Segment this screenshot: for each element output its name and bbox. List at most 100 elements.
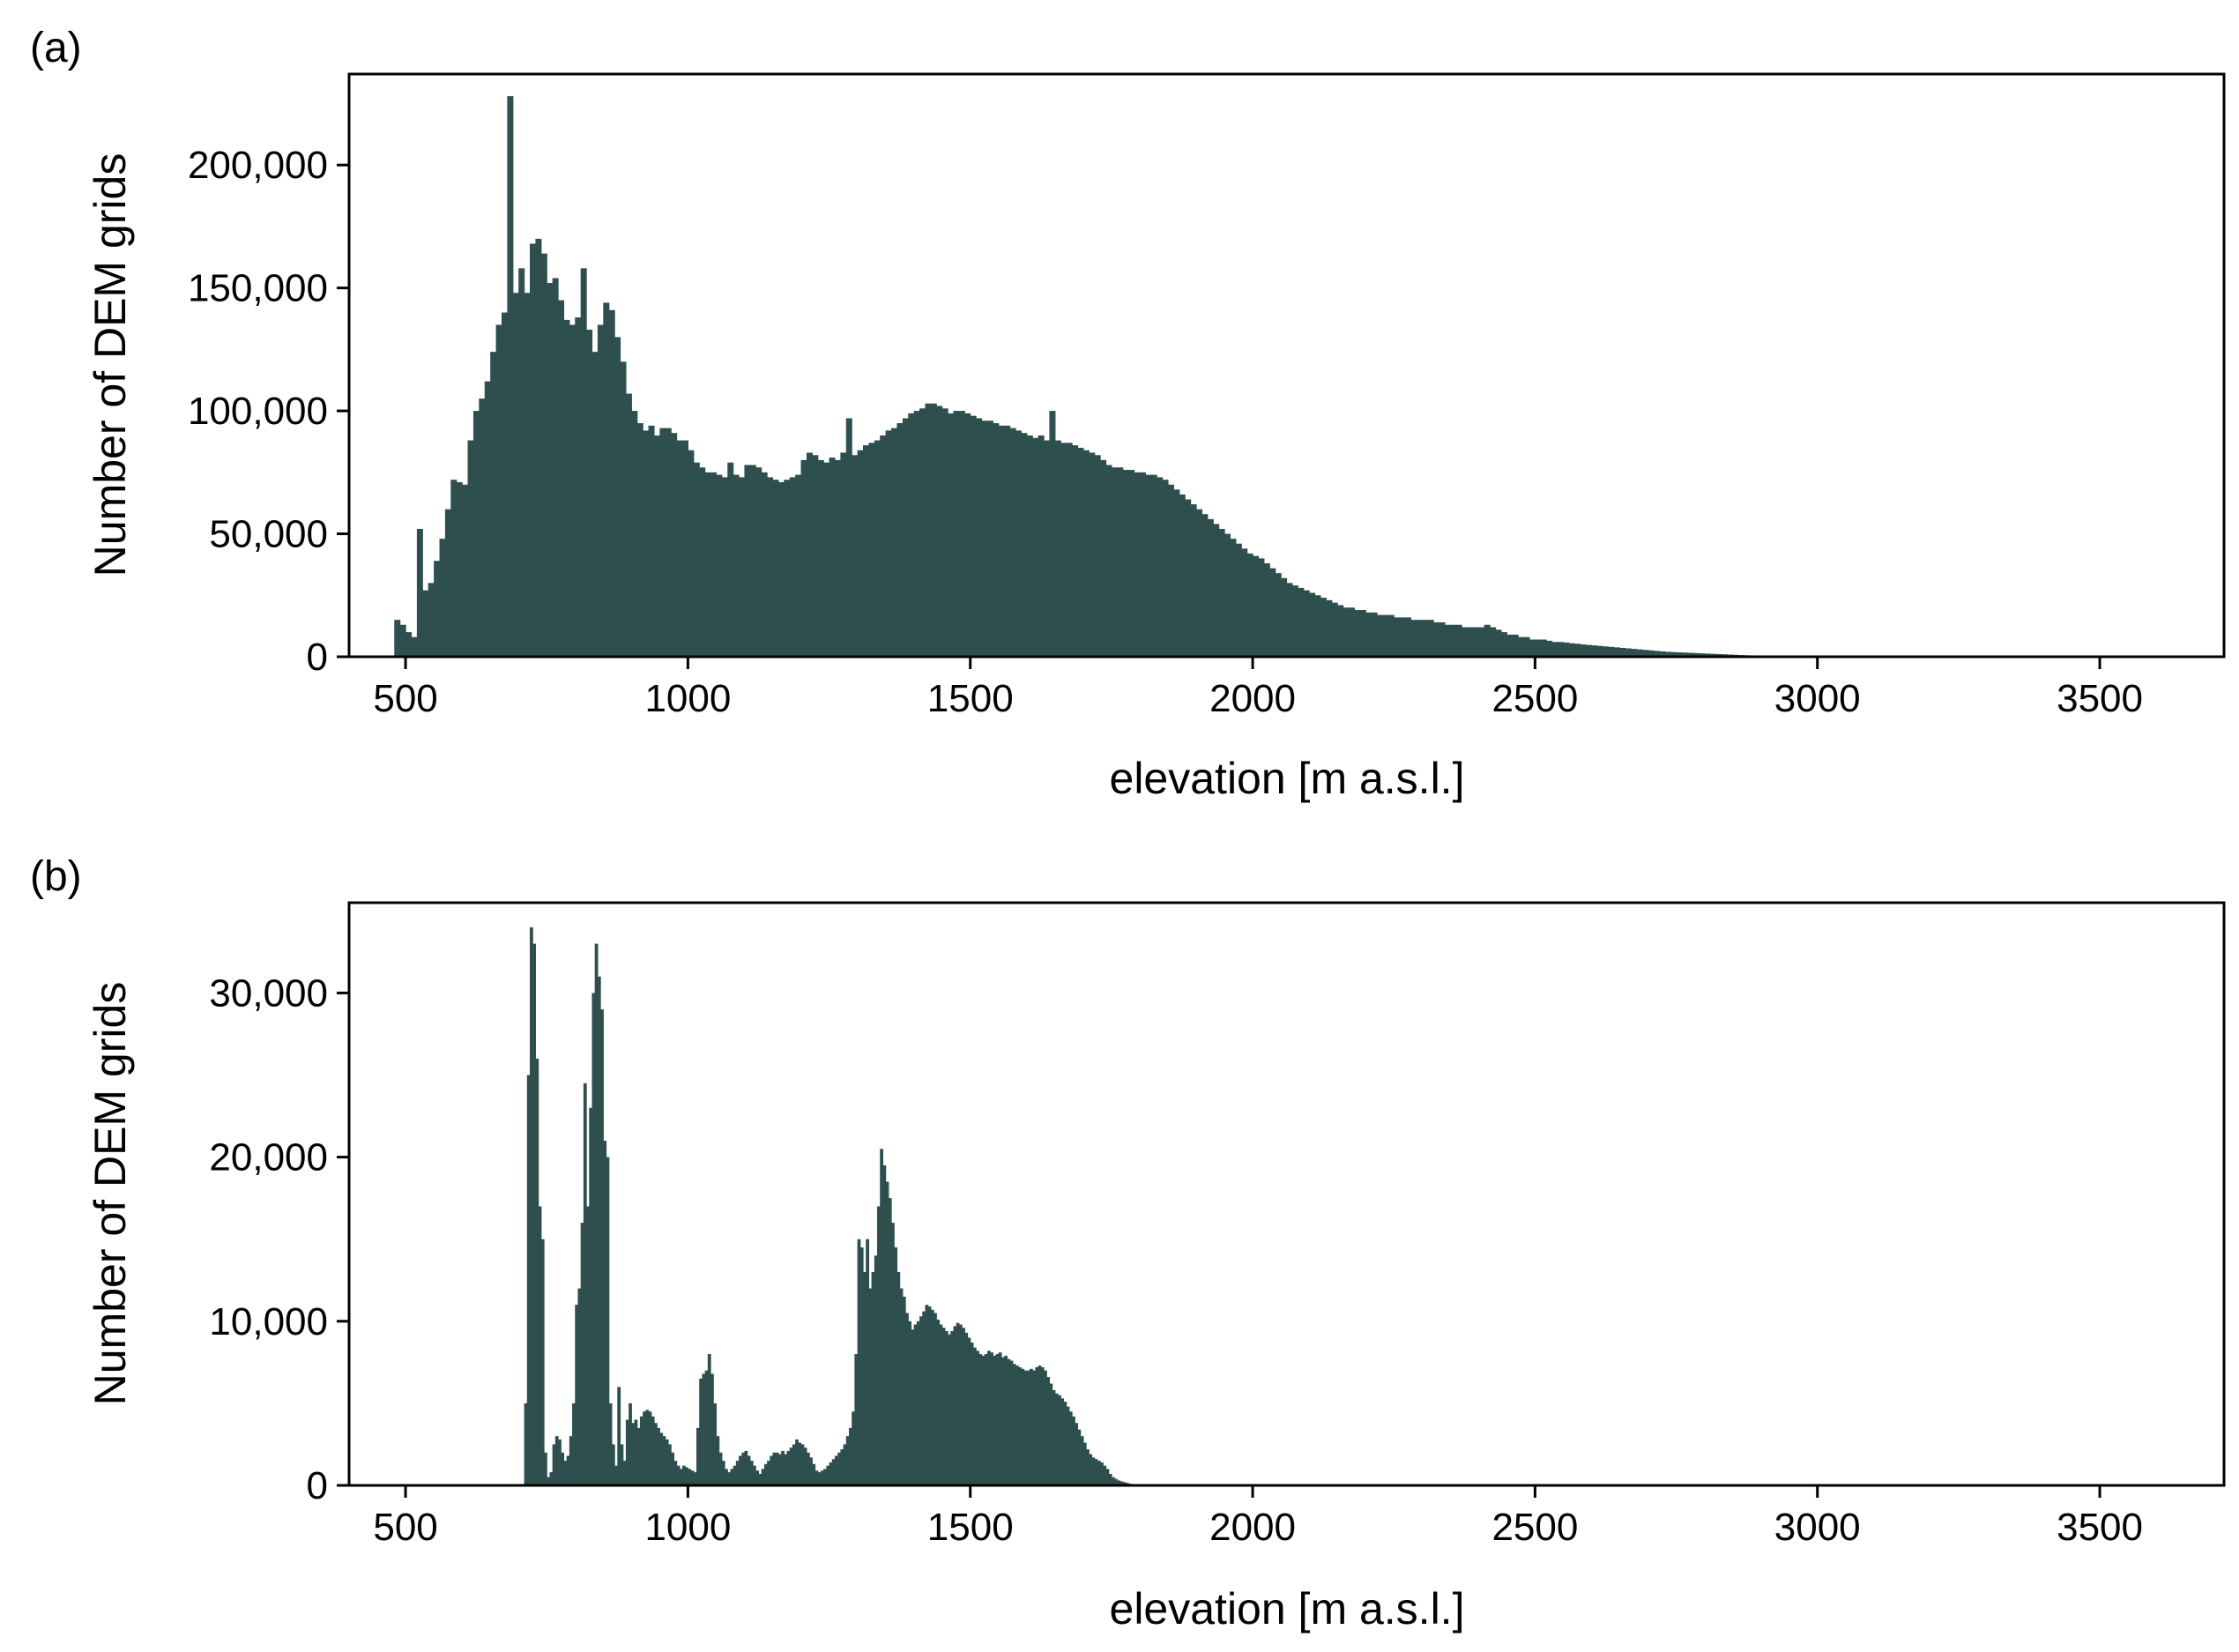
- histogram-bar: [1122, 470, 1129, 657]
- histogram-bar: [1253, 555, 1260, 657]
- histogram-bar: [795, 474, 802, 657]
- histogram-bar: [1134, 472, 1141, 657]
- histogram-bar: [704, 1370, 709, 1485]
- histogram-bar: [1000, 1357, 1005, 1485]
- histogram-bar: [1009, 428, 1016, 657]
- histogram-bar: [826, 1465, 830, 1485]
- histogram-bar: [1097, 1461, 1101, 1485]
- histogram-bar: [735, 1461, 740, 1485]
- histogram-bar: [972, 1347, 977, 1485]
- histogram-bar: [629, 1403, 632, 1485]
- histogram-bar: [518, 268, 525, 657]
- histogram-bar: [854, 1354, 859, 1485]
- y-tick-label: 10,000: [209, 1300, 328, 1343]
- histogram-bar: [428, 583, 435, 657]
- histogram-bar: [1120, 1481, 1124, 1485]
- histogram-bar: [908, 413, 915, 657]
- histogram-bar: [639, 1416, 643, 1485]
- histogram-bar: [1179, 494, 1186, 657]
- histogram-bar: [1049, 411, 1056, 657]
- histogram-bar: [843, 1444, 847, 1485]
- histogram-bar: [1054, 440, 1061, 657]
- histogram-bar: [479, 398, 486, 657]
- histogram-bar: [857, 450, 864, 657]
- histogram-bar: [1371, 612, 1378, 657]
- histogram-bar: [1072, 445, 1079, 657]
- histogram-bar: [484, 381, 491, 657]
- histogram-bar: [1291, 585, 1298, 657]
- histogram-bar: [671, 1452, 674, 1485]
- histogram-bar: [657, 1427, 660, 1485]
- histogram-bar: [411, 636, 418, 657]
- histogram-bar: [739, 477, 746, 657]
- histogram-bar: [490, 352, 497, 657]
- histogram-bar: [501, 312, 508, 657]
- histogram-bar: [1023, 1370, 1028, 1485]
- histogram-bar: [1275, 573, 1282, 657]
- histogram-bar: [681, 440, 688, 657]
- histogram-bar: [1066, 1406, 1070, 1485]
- histogram-bar: [561, 1452, 565, 1485]
- y-tick-label: 50,000: [209, 513, 328, 556]
- histogram-bar: [1580, 644, 1587, 657]
- histogram-bar: [1111, 1477, 1115, 1485]
- histogram-bar: [1331, 602, 1338, 657]
- histogram-bar: [1082, 450, 1090, 657]
- histogram-bar: [866, 1239, 870, 1485]
- histogram-bar: [911, 1329, 915, 1485]
- histogram-bar: [863, 1271, 867, 1485]
- histogram-bar: [1551, 642, 1558, 657]
- histogram-bar: [1354, 610, 1361, 657]
- histogram-bar: [934, 1313, 937, 1485]
- histogram-bar: [1676, 651, 1683, 657]
- histogram-bar: [820, 1470, 824, 1485]
- histogram-bar: [1591, 645, 1598, 657]
- histogram-bar: [710, 1373, 714, 1485]
- histogram-bar: [1455, 624, 1462, 657]
- histogram-bar: [772, 480, 779, 657]
- histogram-bar: [888, 1198, 892, 1485]
- histogram-bar: [1506, 634, 1514, 657]
- histogram-bar: [789, 1447, 793, 1485]
- histogram-bar: [956, 1322, 960, 1485]
- histogram-bar: [1636, 649, 1643, 657]
- histogram-bar: [902, 1296, 906, 1485]
- histogram-bar: [1040, 1366, 1045, 1485]
- histogram-bar: [1100, 1462, 1104, 1485]
- histogram-bar: [1201, 514, 1209, 657]
- histogram-bar: [1608, 646, 1615, 657]
- histogram-bar: [882, 1165, 887, 1485]
- histogram-bar: [1026, 1370, 1030, 1485]
- histogram-bar: [1038, 435, 1045, 657]
- histogram-bar: [444, 509, 451, 657]
- plot-frame-b: [347, 901, 2226, 1487]
- histogram-bar: [755, 1470, 760, 1485]
- histogram-bar: [976, 1351, 979, 1485]
- histogram-bar: [767, 1461, 770, 1485]
- histogram-bar: [1060, 443, 1067, 657]
- histogram-bar: [1103, 1465, 1107, 1485]
- histogram-bar: [948, 1334, 951, 1485]
- histogram-bar: [1433, 621, 1440, 657]
- histogram-bar: [1157, 477, 1164, 657]
- histogram-bar: [597, 324, 604, 657]
- histogram-bar: [871, 1271, 875, 1485]
- histogram-bar: [930, 1309, 934, 1485]
- histogram-bar: [1653, 651, 1660, 657]
- histogram-bar: [1086, 1449, 1090, 1485]
- histogram-bar: [1399, 617, 1406, 657]
- panel-label-a: (a): [30, 25, 82, 71]
- histogram-bar: [1699, 653, 1706, 657]
- histogram-bar: [812, 455, 819, 657]
- histogram-bar: [990, 1352, 993, 1485]
- histogram-bar: [1704, 653, 1711, 657]
- histogram-bar: [998, 1352, 1002, 1485]
- histogram-bar: [1263, 563, 1270, 657]
- x-tick-label: 3500: [2057, 1506, 2143, 1549]
- histogram-bar: [1269, 568, 1276, 657]
- histogram-bar: [1416, 620, 1423, 657]
- histogram-bar: [608, 309, 615, 657]
- histogram-bar: [758, 1473, 762, 1485]
- histogram-bar: [1004, 1355, 1008, 1485]
- histogram-bar: [1058, 1395, 1061, 1485]
